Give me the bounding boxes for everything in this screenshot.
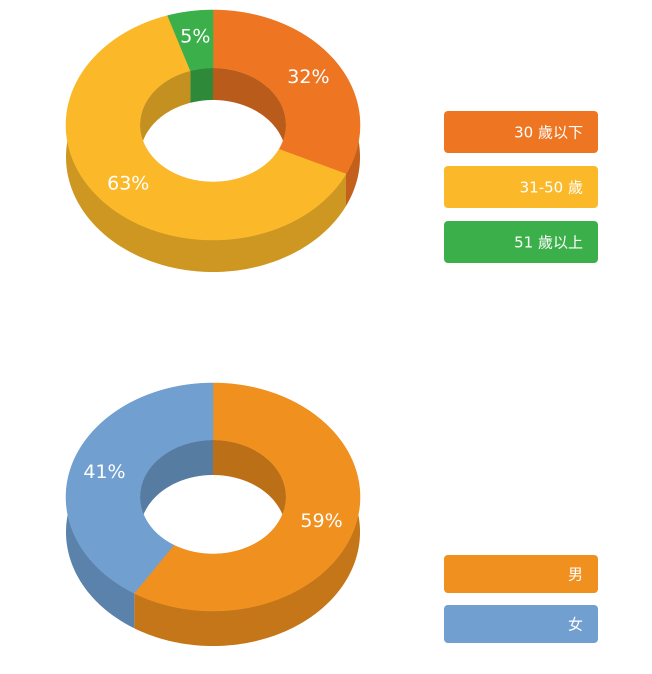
legend-swatch [444,111,598,153]
legend-label: 男 [568,566,583,584]
legend-swatch [444,166,598,208]
legend-label: 女 [568,616,583,634]
legend-label: 30 歲以下 [514,124,583,142]
value-label: 32% [287,66,329,88]
slice-side [134,383,360,646]
legend-label: 31-50 歲 [520,179,583,197]
slice-side-shade [134,383,360,646]
legend-swatch [444,555,598,593]
value-label: 63% [107,172,149,194]
top-faces [65,382,361,612]
top-faces [65,9,361,241]
value-label: 59% [300,510,342,532]
value-label: 5% [180,26,210,48]
legend-swatch [444,605,598,643]
value-label: 41% [83,461,125,483]
legend-label: 51 歲以上 [514,234,583,252]
slice-inner-shade [190,68,213,103]
legend-swatch [444,221,598,263]
slice-inner-shade [213,68,286,182]
slice-inner [213,68,286,182]
slice-inner [190,68,213,103]
